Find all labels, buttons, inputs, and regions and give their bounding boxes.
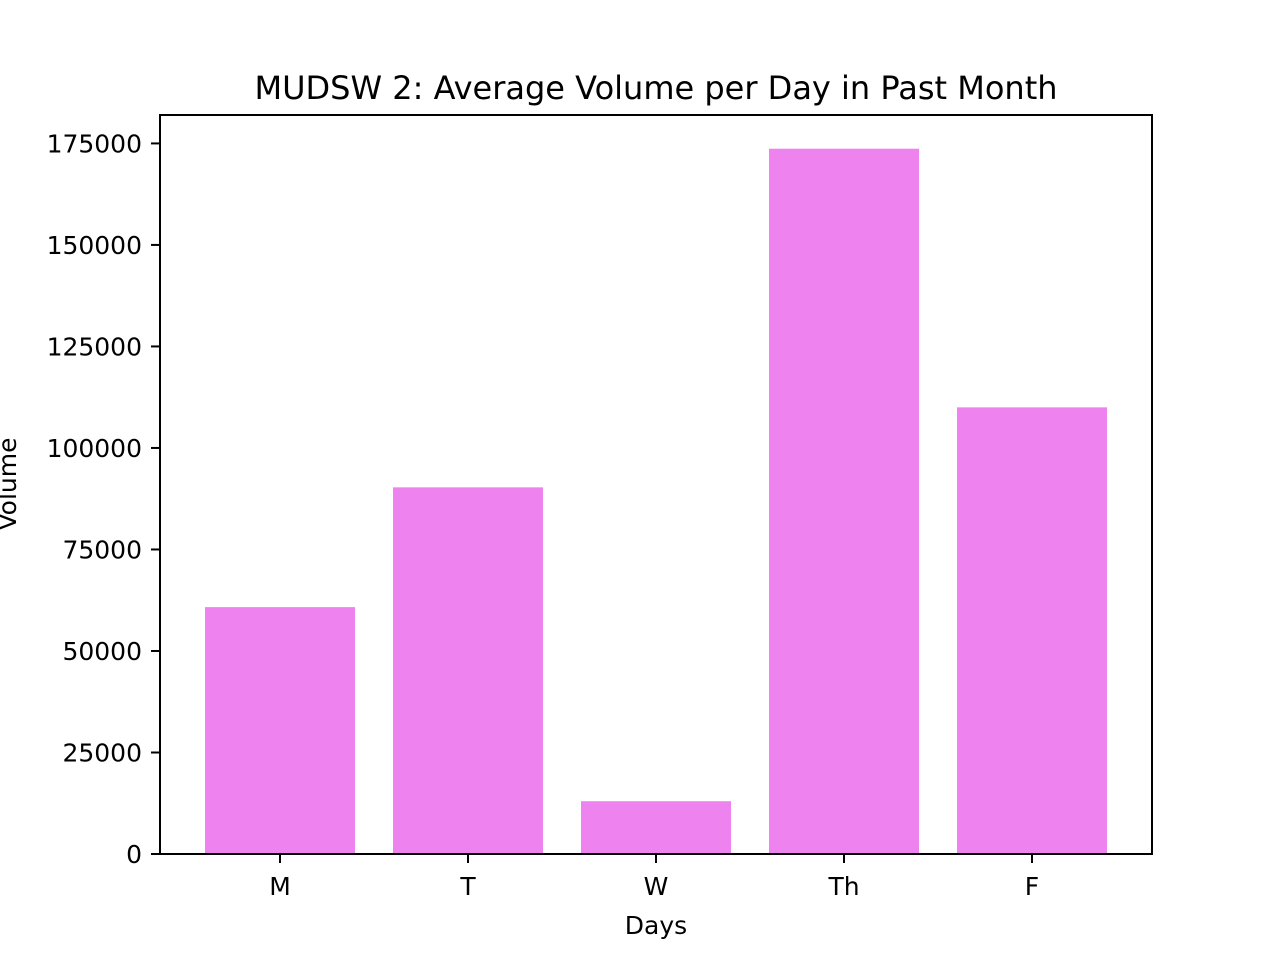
plot-frame (159, 114, 1153, 855)
bar-th (769, 148, 919, 854)
y-axis-ticks: 0 25000 50000 75000 100000 125000 150000 175000 (47, 129, 160, 869)
y-tick-label: 0 (126, 840, 142, 869)
x-tick-label: F (1025, 872, 1039, 901)
y-tick-label: 50000 (62, 637, 142, 666)
y-tick-label: 75000 (62, 535, 142, 564)
bar-f (957, 407, 1107, 854)
bar-w (581, 801, 731, 854)
bars-group (205, 148, 1107, 854)
y-tick-label: 175000 (47, 129, 142, 158)
y-tick-label: 25000 (62, 738, 142, 767)
y-axis-label: Volume (0, 438, 22, 531)
chart-title: MUDSW 2: Average Volume per Day in Past … (254, 69, 1057, 107)
bar-t (393, 487, 543, 854)
x-axis-label: Days (625, 911, 687, 940)
y-tick-label: 100000 (47, 434, 142, 463)
y-tick-label: 125000 (47, 332, 142, 361)
bar-m (205, 607, 355, 854)
x-tick-label: T (459, 872, 476, 901)
x-tick-label: Th (827, 872, 859, 901)
x-axis-ticks: M T W Th F (269, 854, 1039, 901)
x-tick-label: W (644, 872, 669, 901)
x-tick-label: M (269, 872, 291, 901)
y-tick-label: 150000 (47, 231, 142, 260)
